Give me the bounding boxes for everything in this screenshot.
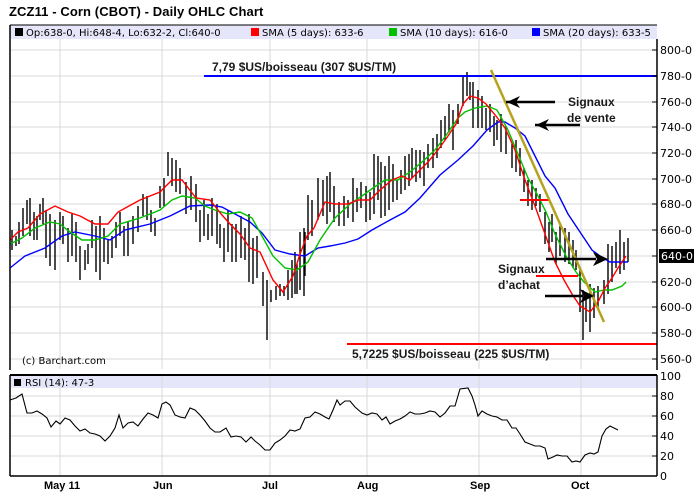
price-tick-label: 600-0 [660, 301, 692, 314]
sma5-line [9, 95, 627, 313]
price-tick-label: 760-0 [660, 96, 692, 109]
rsi-grid [10, 376, 657, 476]
price-tick-label: 800-0 [660, 44, 692, 57]
downtrend-line [489, 69, 606, 323]
current-price-badge [659, 249, 694, 263]
rsi-tick-label: 80 [660, 390, 674, 403]
rsi-tick-label: 40 [660, 430, 674, 443]
x-tick-label: Sep [470, 480, 490, 492]
arrow-right-icon [580, 289, 594, 303]
x-tick-label: Jul [262, 480, 278, 492]
sell-signals-label-line1: Signaux [568, 95, 615, 109]
sell-signal-arrows [506, 96, 580, 131]
sma20-legend-label: SMA (20 days): 633-5 [543, 28, 651, 39]
price-tick-label: 660-0 [660, 224, 692, 237]
resistance-label: 7,79 $US/boisseau (307 $US/TM) [212, 60, 396, 74]
price-tick-label: 720-0 [660, 147, 692, 160]
price-tick-label: 560-0 [660, 353, 692, 366]
rsi-tick-label: 20 [660, 450, 674, 463]
sma10-legend-swatch [389, 28, 397, 36]
price-tick-label: 680-0 [660, 198, 692, 211]
arrow-right-icon [593, 252, 608, 266]
sma20-line [9, 121, 628, 269]
sma5-legend-label: SMA (5 days): 633-6 [262, 28, 364, 39]
x-tick-label: Oct [571, 480, 590, 492]
ohlc-legend-swatch [15, 28, 23, 36]
rsi-legend-bar [10, 376, 657, 388]
price-tick-label: 740-0 [660, 121, 692, 134]
rsi-line [9, 387, 619, 463]
sma20-legend-swatch [532, 28, 540, 36]
rsi-axis-labels: 100 80 60 40 20 0 [660, 370, 681, 483]
sell-signals-label-line2: de vente [567, 111, 616, 125]
arrow-left-icon [536, 119, 549, 131]
buy-signals-label-line2: d’achat [498, 278, 540, 292]
price-tick-label: 620-0 [660, 276, 692, 289]
ohlc-legend-label: Op:638-0, Hi:648-4, Lo:632-2, Cl:640-0 [26, 28, 221, 39]
copyright-label: (c) Barchart.com [22, 356, 106, 367]
buy-signal-arrows [545, 252, 608, 303]
support-label: 5,7225 $US/boisseau (225 $US/TM) [352, 347, 549, 361]
rsi-legend-label: RSI (14): 47-3 [25, 378, 94, 389]
sma10-legend-label: SMA (10 days): 616-0 [400, 28, 508, 39]
rsi-panel: RSI (14): 47-3 100 80 60 40 20 0 May 11 … [9, 370, 681, 492]
x-tick-label: May 11 [44, 480, 80, 492]
rsi-legend-swatch [14, 379, 21, 386]
buy-signals-label-line1: Signaux [498, 262, 545, 276]
rsi-tick-label: 100 [660, 370, 681, 383]
legend-bar [10, 25, 315, 39]
price-tick-label: 700-0 [660, 173, 692, 186]
sma5-legend-swatch [251, 28, 259, 36]
rsi-tick-label: 0 [660, 470, 667, 483]
price-panel: Op:638-0, Hi:648-4, Lo:632-2, Cl:640-0 S… [9, 24, 694, 370]
rsi-tick-label: 60 [660, 410, 674, 423]
chart-title: ZCZ11 - Corn (CBOT) - Daily OHLC Chart [9, 4, 264, 19]
arrow-left-icon [507, 96, 520, 108]
price-axis-labels: 800-0 780-0 760-0 740-0 720-0 700-0 680-… [659, 44, 694, 366]
x-tick-label: Aug [357, 480, 378, 492]
x-tick-label: Jun [153, 480, 173, 492]
x-axis-labels: May 11 Jun Jul Aug Sep Oct [44, 480, 590, 492]
current-price-label: 640-0 [661, 250, 693, 263]
price-tick-label: 580-0 [660, 327, 692, 340]
sma10-line [9, 105, 627, 293]
price-tick-label: 780-0 [660, 70, 692, 83]
